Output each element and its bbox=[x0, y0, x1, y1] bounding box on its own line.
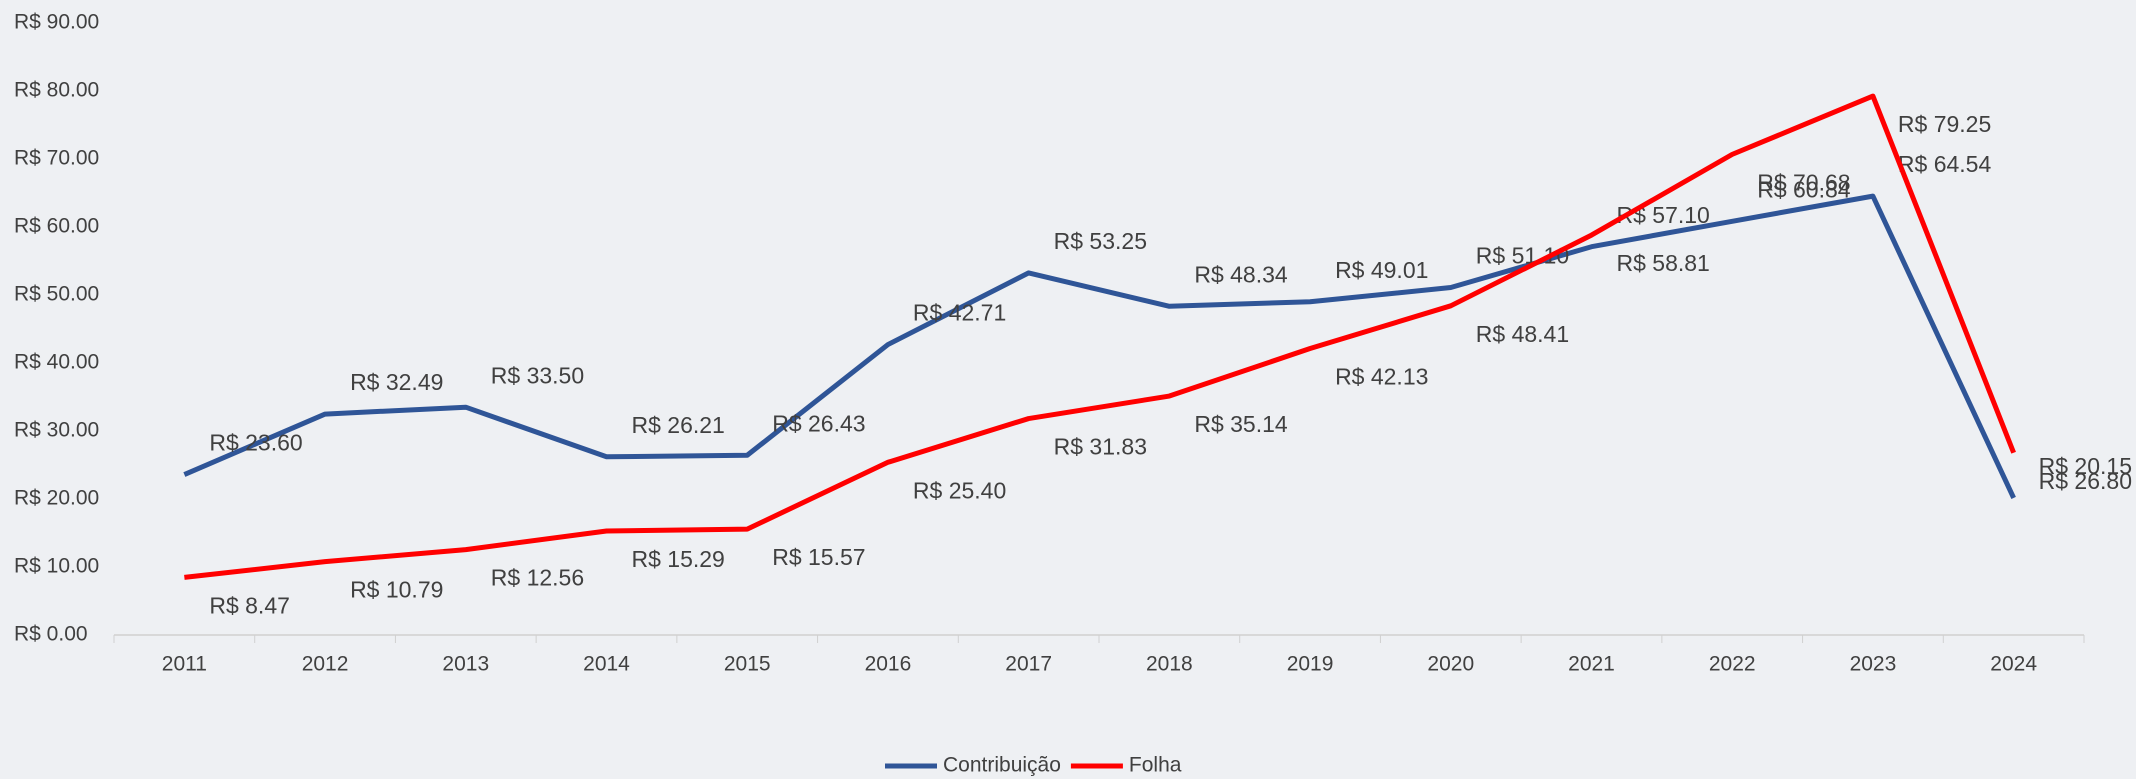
x-tick-label: 2024 bbox=[1990, 653, 2037, 676]
value-label: R$ 20.15 bbox=[2039, 453, 2132, 479]
y-tick-label: R$ 70.00 bbox=[14, 147, 99, 170]
value-label: R$ 42.13 bbox=[1335, 364, 1428, 390]
y-tick-label: R$ 80.00 bbox=[14, 79, 99, 102]
legend-label: Contribuição bbox=[943, 754, 1061, 777]
x-tick-label: 2016 bbox=[865, 653, 912, 676]
x-tick-label: 2014 bbox=[583, 653, 630, 676]
y-tick-label: R$ 30.00 bbox=[14, 419, 99, 442]
value-label: R$ 35.14 bbox=[1194, 411, 1288, 437]
value-label: R$ 58.81 bbox=[1617, 250, 1710, 276]
y-tick-label: R$ 0.00 bbox=[14, 623, 88, 646]
value-label: R$ 70.68 bbox=[1757, 169, 1850, 195]
value-label: R$ 31.83 bbox=[1054, 434, 1147, 460]
x-tick-label: 2012 bbox=[302, 653, 349, 676]
value-label: R$ 64.54 bbox=[1898, 151, 1992, 177]
value-label: R$ 26.80 bbox=[2039, 468, 2132, 494]
x-tick-label: 2017 bbox=[1005, 653, 1052, 676]
value-label: R$ 48.34 bbox=[1194, 261, 1288, 287]
value-label: R$ 79.25 bbox=[1898, 111, 1991, 137]
value-label: R$ 53.25 bbox=[1054, 228, 1147, 254]
value-label: R$ 23.60 bbox=[209, 430, 302, 456]
value-label: R$ 48.41 bbox=[1476, 321, 1569, 347]
x-tick-label: 2018 bbox=[1146, 653, 1193, 676]
value-label: R$ 25.40 bbox=[913, 477, 1006, 503]
value-label: R$ 42.71 bbox=[913, 300, 1006, 326]
x-tick-label: 2022 bbox=[1709, 653, 1756, 676]
line-0 bbox=[183, 193, 2016, 500]
x-tick-label: 2015 bbox=[724, 653, 771, 676]
value-label: R$ 8.47 bbox=[209, 592, 290, 618]
y-tick-label: R$ 10.00 bbox=[14, 555, 99, 578]
x-tick-label: 2011 bbox=[162, 653, 207, 676]
value-label: R$ 33.50 bbox=[491, 362, 584, 388]
legend-label: Folha bbox=[1129, 754, 1182, 777]
value-label: R$ 32.49 bbox=[350, 369, 443, 395]
value-label: R$ 49.01 bbox=[1335, 257, 1428, 283]
value-label: R$ 15.29 bbox=[632, 546, 725, 572]
y-tick-label: R$ 90.00 bbox=[14, 11, 99, 34]
x-tick-label: 2021 bbox=[1568, 653, 1615, 676]
x-tick-label: 2013 bbox=[442, 653, 489, 676]
value-label: R$ 15.57 bbox=[772, 544, 865, 570]
line-1 bbox=[184, 93, 2016, 580]
y-tick-label: R$ 50.00 bbox=[14, 283, 99, 306]
value-label: R$ 60.84 bbox=[1757, 176, 1851, 202]
x-tick-label: 2019 bbox=[1287, 653, 1334, 676]
x-tick-label: 2023 bbox=[1850, 653, 1897, 676]
value-label: R$ 57.10 bbox=[1617, 202, 1710, 228]
y-tick-label: R$ 40.00 bbox=[14, 351, 99, 374]
y-tick-label: R$ 20.00 bbox=[14, 487, 99, 510]
x-tick-label: 2020 bbox=[1427, 653, 1474, 676]
value-label: R$ 12.56 bbox=[491, 565, 584, 591]
y-tick-label: R$ 60.00 bbox=[14, 215, 99, 238]
value-label: R$ 26.43 bbox=[772, 410, 865, 436]
value-label: R$ 26.21 bbox=[632, 412, 725, 438]
value-label: R$ 10.79 bbox=[350, 577, 443, 603]
